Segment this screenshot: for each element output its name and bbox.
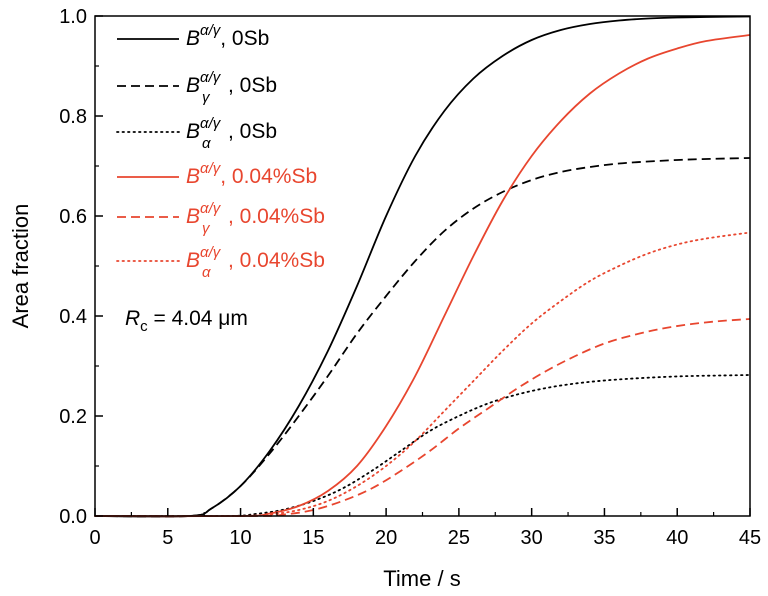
series-line-4	[94, 34, 751, 518]
x-tick-label: 15	[302, 527, 324, 549]
x-tick-label: 35	[593, 527, 615, 549]
y-tick-label: 0.6	[59, 206, 87, 228]
x-tick-label: 30	[521, 527, 543, 549]
series-layer	[94, 15, 751, 518]
legend-label-3: Bα/γ α, 0Sb	[186, 115, 277, 152]
series-line-3	[94, 374, 751, 518]
y-tick-label: 0.8	[59, 106, 87, 128]
legend-label-6: Bα/γ α, 0.04%Sb	[186, 244, 325, 281]
series-line-6	[94, 231, 751, 518]
x-axis-ticks: 0 5 10 15 20 25 30 35 40 45	[89, 508, 761, 549]
legend-label-1: Bα/γ, 0Sb	[186, 22, 269, 50]
y-axis-label: Area fraction	[8, 204, 33, 329]
x-tick-label: 25	[448, 527, 470, 549]
critical-radius-annotation: Rc = 4.04 μm	[125, 307, 248, 335]
x-tick-label: 10	[229, 527, 251, 549]
x-tick-label: 40	[666, 527, 688, 549]
legend-label-5: Bα/γ γ, 0.04%Sb	[186, 200, 325, 237]
series-line-5	[94, 318, 751, 518]
y-axis-ticks: 0.0 0.2 0.4 0.6 0.8 1.0	[59, 6, 103, 528]
legend-label-2: Bα/γ γ, 0Sb	[186, 69, 277, 106]
y-tick-label: 1.0	[59, 6, 87, 28]
legend: Bα/γ, 0Sb Bα/γ γ, 0Sb Bα/γ α, 0Sb Bα/γ, 0.04%…	[116, 22, 325, 281]
y-tick-label: 0.2	[59, 406, 87, 428]
x-tick-label: 5	[162, 527, 173, 549]
x-axis-label: Time / s	[383, 566, 460, 591]
series-line-2	[94, 157, 751, 518]
x-tick-label: 20	[375, 527, 397, 549]
x-tick-label: 0	[89, 527, 100, 549]
y-tick-label: 0.4	[59, 306, 87, 328]
x-tick-label: 45	[739, 527, 761, 549]
y-tick-label: 0.0	[59, 506, 87, 528]
legend-label-4: Bα/γ, 0.04%Sb	[186, 160, 317, 188]
